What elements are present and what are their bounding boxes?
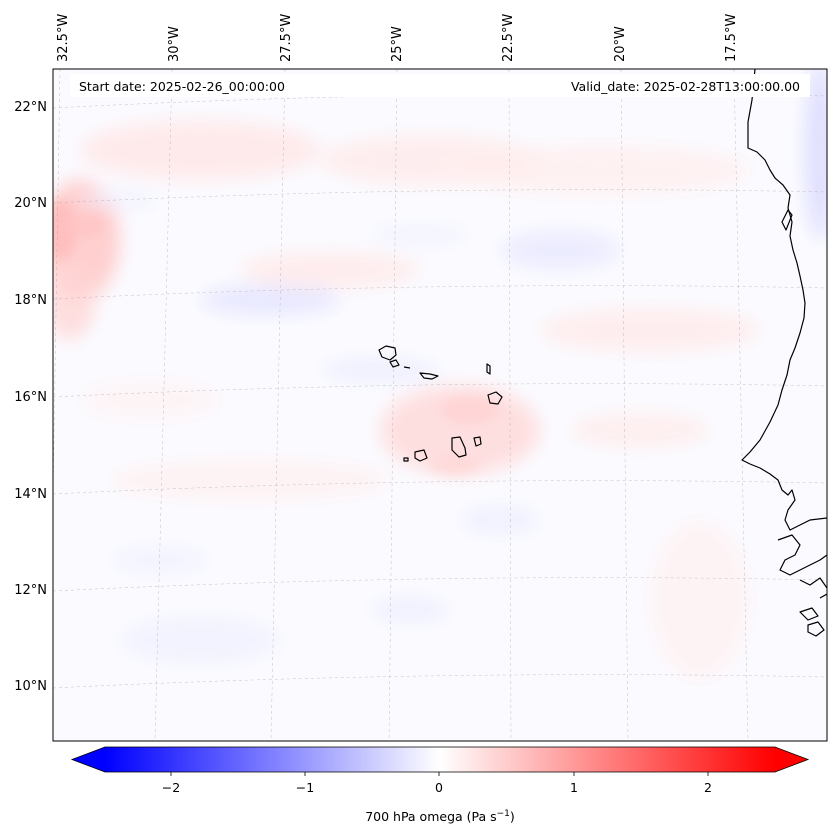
sao-vicente-island — [389, 359, 400, 368]
lat-label: 22°N — [14, 100, 47, 115]
graticule — [53, 69, 827, 741]
colorbar-tick: 0 — [435, 780, 443, 795]
colorbar: −2 −1 0 1 2 700 hPa omega (Pa s−1) — [70, 746, 810, 824]
start-date-text: Start date: 2025-02-26_00:00:00 — [79, 79, 285, 94]
info-box — [70, 74, 810, 97]
lat-label: 10°N — [14, 679, 47, 694]
colorbar-gradient — [105, 747, 775, 772]
lon-label: 22.5°W — [501, 14, 516, 62]
boa-vista-island — [487, 391, 503, 405]
colorbar-max-extend — [775, 747, 808, 772]
brava-island — [403, 457, 409, 462]
colorbar-tick: −1 — [296, 780, 314, 795]
santiago-island — [451, 436, 467, 458]
colorbar-label-end: ) — [510, 809, 515, 824]
lon-label: 17.5°W — [724, 14, 739, 62]
longitude-labels: 32.5°W 30°W 27.5°W 25°W 22.5°W 20°W 17.5… — [56, 14, 739, 62]
santo-antao-island — [378, 345, 397, 361]
colorbar-tick: 2 — [704, 780, 712, 795]
colorbar-min-extend — [72, 747, 105, 772]
lat-label: 12°N — [14, 583, 47, 598]
colorbar-outline — [70, 746, 810, 773]
coastline — [378, 69, 827, 637]
maio-island — [473, 436, 482, 447]
colorbar-label: 700 hPa omega (Pa s−1) — [365, 809, 515, 824]
valid-date-text: Valid_date: 2025-02-28T13:00:00.00 — [571, 79, 800, 94]
lat-label: 20°N — [14, 196, 47, 211]
lat-label: 16°N — [14, 390, 47, 405]
sal-island — [486, 363, 491, 375]
colorbar-tick: 1 — [570, 780, 578, 795]
lat-label: 18°N — [14, 293, 47, 308]
map-frame — [52, 68, 828, 742]
lon-label: 32.5°W — [56, 14, 71, 62]
lon-label: 25°W — [390, 26, 405, 62]
omega-field — [53, 69, 827, 741]
sao-nicolau-island — [419, 372, 439, 380]
colorbar-label-main: 700 hPa omega (Pa s — [365, 809, 496, 824]
colorbar-tick: −2 — [162, 780, 180, 795]
west-africa-coastline — [741, 69, 827, 531]
lon-label: 20°W — [613, 26, 628, 62]
lon-label: 30°W — [167, 26, 182, 62]
latitude-labels: 22°N 20°N 18°N 16°N 14°N 12°N 10°N — [14, 100, 47, 694]
lat-label: 14°N — [14, 487, 47, 502]
fogo-island — [414, 449, 428, 462]
lon-label: 27.5°W — [279, 14, 294, 62]
colorbar-label-sup: −1 — [497, 809, 510, 819]
santa-luzia-island — [403, 366, 411, 369]
